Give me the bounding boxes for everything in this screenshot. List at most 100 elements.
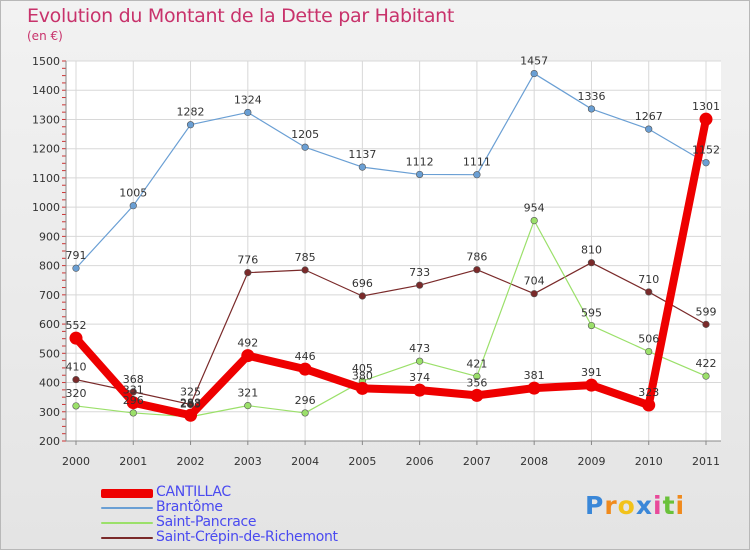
data-label-saint-crepin-de-richemont: 325	[180, 385, 201, 398]
plot-area	[66, 61, 721, 441]
data-point-cantillac	[184, 408, 198, 422]
data-point-cantillac	[355, 381, 369, 395]
data-label-cantillac: 492	[237, 337, 258, 350]
y-tick-label: 1200	[32, 143, 60, 156]
data-label-saint-pancrace: 473	[409, 342, 430, 355]
data-label-cantillac: 381	[524, 369, 545, 382]
data-label-saint-crepin-de-richemont: 599	[696, 305, 717, 318]
data-point-saint-pancrace	[645, 347, 653, 356]
data-point-saint-crepin-de-richemont	[473, 266, 481, 274]
data-label-cantillac: 446	[295, 350, 316, 363]
data-label-brantome: 1137	[348, 148, 376, 161]
data-point-saint-pancrace	[587, 321, 596, 330]
data-label-saint-crepin-de-richemont: 696	[352, 277, 373, 290]
data-label-brantome: 1336	[577, 90, 605, 103]
data-label-brantome: 1324	[234, 93, 262, 106]
data-label-brantome: 1282	[177, 106, 205, 119]
legend-label: Saint-Pancrace	[156, 514, 257, 530]
y-tick-label: 900	[39, 230, 60, 243]
y-tick-label: 800	[39, 260, 60, 273]
x-tick-label: 2009	[577, 455, 605, 468]
x-tick-label: 2002	[177, 455, 205, 468]
y-tick-label: 1000	[32, 201, 60, 214]
data-label-saint-pancrace: 296	[123, 394, 144, 407]
data-label-brantome: 1457	[520, 55, 548, 68]
data-point-cantillac	[126, 396, 140, 410]
data-label-saint-crepin-de-richemont: 410	[66, 361, 87, 374]
data-point-brantome	[702, 159, 710, 167]
data-label-saint-crepin-de-richemont: 785	[295, 251, 316, 264]
data-point-cantillac	[298, 362, 312, 376]
data-point-saint-pancrace	[301, 409, 309, 417]
legend-label: Brantôme	[156, 499, 223, 515]
data-point-saint-crepin-de-richemont	[358, 292, 366, 300]
data-point-cantillac	[69, 331, 83, 345]
series-line-saint-crepin-de-richemont	[75, 262, 707, 406]
data-label-cantillac: 356	[466, 376, 487, 389]
data-point-brantome	[129, 202, 137, 210]
data-label-cantillac: 380	[352, 369, 373, 382]
data-point-saint-crepin-de-richemont	[72, 376, 80, 384]
data-label-saint-pancrace: 421	[466, 357, 487, 370]
legend-label: Saint-Crépin-de-Richemont	[156, 529, 338, 545]
data-point-saint-crepin-de-richemont	[244, 269, 252, 277]
data-point-brantome	[416, 170, 424, 179]
data-point-cantillac	[699, 112, 713, 126]
data-point-brantome	[358, 163, 366, 171]
data-point-saint-pancrace	[416, 357, 424, 365]
data-label-cantillac: 323	[638, 386, 659, 399]
x-tick-label: 2007	[463, 455, 491, 468]
data-point-cantillac	[413, 383, 427, 397]
data-point-brantome	[186, 121, 195, 129]
x-tick-label: 2008	[520, 455, 548, 468]
data-point-saint-pancrace	[702, 372, 710, 380]
data-label-saint-pancrace: 405	[352, 362, 373, 375]
data-label-saint-pancrace: 506	[638, 333, 659, 346]
data-label-saint-crepin-de-richemont: 368	[123, 373, 144, 386]
legend-swatch	[101, 507, 153, 509]
data-label-saint-pancrace: 283	[180, 398, 201, 411]
data-label-cantillac: 1301	[692, 100, 720, 113]
data-point-saint-pancrace	[530, 217, 538, 225]
data-label-brantome: 1267	[635, 110, 663, 123]
series-line-brantome	[75, 72, 707, 269]
y-tick-label: 1500	[32, 55, 60, 68]
data-label-saint-crepin-de-richemont: 733	[409, 266, 430, 279]
x-tick-label: 2005	[348, 455, 376, 468]
data-label-saint-pancrace: 296	[295, 394, 316, 407]
x-tick-label: 2010	[635, 455, 663, 468]
data-label-saint-pancrace: 320	[66, 387, 87, 400]
data-point-saint-crepin-de-richemont	[702, 320, 710, 328]
x-tick-label: 2000	[62, 455, 90, 468]
data-label-saint-pancrace: 422	[696, 357, 717, 370]
series-line-cantillac	[72, 115, 710, 420]
y-tick-label: 400	[39, 377, 60, 390]
legend-label: CANTILLAC	[156, 484, 231, 500]
data-point-saint-crepin-de-richemont	[129, 388, 137, 396]
y-tick-label: 300	[39, 406, 60, 419]
chart-subtitle: (en €)	[27, 29, 63, 43]
data-point-saint-pancrace	[244, 402, 252, 410]
data-point-saint-pancrace	[129, 409, 137, 417]
data-point-cantillac	[527, 381, 541, 395]
data-label-cantillac: 374	[409, 371, 430, 384]
proxiti-logo: Proxiti	[585, 491, 686, 520]
x-tick-label: 2011	[692, 455, 720, 468]
data-point-saint-crepin-de-richemont	[186, 400, 195, 409]
data-label-cantillac: 552	[66, 319, 87, 332]
y-tick-label: 500	[39, 347, 60, 360]
data-point-brantome	[301, 143, 309, 151]
data-point-saint-pancrace	[72, 402, 80, 410]
data-label-saint-crepin-de-richemont: 776	[237, 254, 258, 267]
y-tick-label: 700	[39, 289, 60, 302]
y-tick-label: 1400	[32, 84, 60, 97]
chart-title: Evolution du Montant de la Dette par Hab…	[27, 5, 455, 27]
data-point-saint-crepin-de-richemont	[587, 259, 596, 267]
y-tick-label: 1300	[32, 113, 60, 126]
y-tick-label: 600	[39, 318, 60, 331]
y-tick-label: 200	[39, 435, 60, 448]
legend-swatch	[101, 537, 153, 539]
data-point-saint-crepin-de-richemont	[301, 266, 309, 274]
data-point-brantome	[473, 171, 481, 179]
